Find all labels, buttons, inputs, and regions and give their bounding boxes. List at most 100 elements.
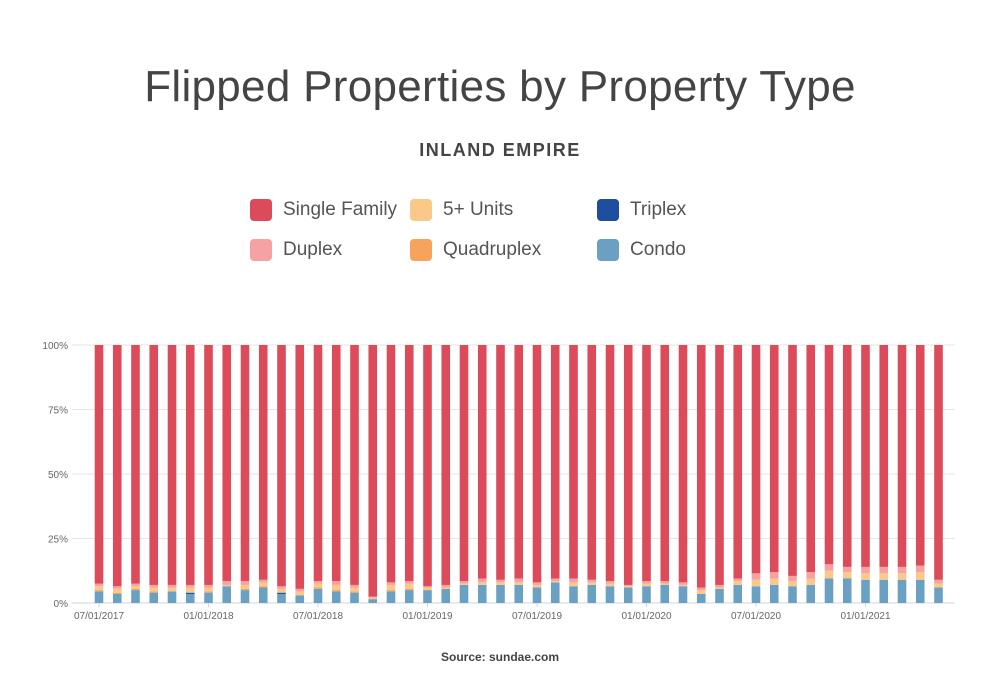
- bar-segment: [167, 584, 177, 588]
- bar-segment: [861, 579, 870, 603]
- bar-segment: [331, 584, 341, 591]
- bar-segment: [112, 592, 122, 594]
- bar-segment: [769, 584, 779, 603]
- bar-segment: [277, 593, 286, 603]
- bar-segment: [842, 345, 852, 567]
- bar-segment: [313, 345, 323, 582]
- legend-item-condo[interactable]: Condo: [597, 239, 686, 261]
- bar-segment: [587, 345, 597, 580]
- bar-segment: [824, 564, 834, 571]
- bar-segment: [587, 584, 597, 603]
- bar-segment: [459, 583, 469, 585]
- bar-segment: [167, 591, 177, 603]
- bar-segment: [806, 572, 816, 579]
- bar-segment: [897, 566, 907, 574]
- bar-segment: [861, 566, 870, 574]
- bar-segment: [696, 345, 706, 588]
- bar-segment: [295, 588, 305, 592]
- bar-segment: [715, 345, 724, 585]
- bar-segment: [751, 579, 761, 587]
- bar-segment: [824, 578, 834, 603]
- bar-segment: [788, 575, 797, 582]
- bar-segment: [112, 345, 122, 587]
- y-tick-label: 25%: [48, 535, 68, 546]
- bar-segment: [131, 590, 140, 603]
- bar-segment: [733, 584, 743, 603]
- y-tick-label: 100%: [42, 341, 68, 352]
- bar-segment: [496, 345, 505, 580]
- bar-segment: [222, 586, 232, 603]
- bar-segment: [149, 591, 159, 593]
- bar-segment: [678, 584, 688, 587]
- bar-segment: [934, 583, 943, 588]
- bar-segment: [861, 573, 870, 580]
- bar-segment: [477, 578, 487, 583]
- bar-segment: [915, 565, 925, 573]
- bar-segment: [222, 345, 232, 582]
- bar-segment: [605, 583, 615, 587]
- bar-segment: [660, 584, 670, 603]
- legend-item-triplex[interactable]: Triplex: [597, 199, 686, 221]
- bar-segment: [569, 582, 578, 587]
- bar-segment: [569, 586, 578, 603]
- bar-segment: [258, 345, 268, 580]
- bar-segment: [879, 573, 889, 580]
- bar-segment: [167, 345, 177, 585]
- bar-segment: [496, 584, 505, 603]
- bar-segment: [751, 345, 761, 574]
- bar-segment: [915, 345, 925, 566]
- chart-title: Flipped Properties by Property Type: [144, 62, 856, 111]
- bar-segment: [404, 588, 414, 591]
- legend-item-single-family[interactable]: Single Family: [250, 199, 397, 221]
- bar-segment: [222, 581, 232, 585]
- legend-item-5-units[interactable]: 5+ Units: [410, 199, 513, 221]
- bar-segment: [477, 582, 487, 585]
- bar-segment: [550, 582, 560, 603]
- bar-segment: [769, 572, 779, 579]
- bar-segment: [331, 591, 341, 603]
- bar-segment: [477, 345, 487, 579]
- bar-segment: [404, 345, 414, 582]
- bar-segment: [149, 345, 159, 585]
- chart-subtitle: INLAND EMPIRE: [419, 140, 581, 160]
- bar-segment: [514, 345, 524, 579]
- bar-segment: [879, 579, 889, 603]
- bar-segment: [204, 584, 213, 588]
- bar-segment: [642, 581, 651, 584]
- bar-segment: [368, 599, 378, 603]
- bar-segment: [350, 584, 359, 588]
- bar-segment: [569, 578, 578, 583]
- bar-segment: [386, 345, 396, 583]
- bar-segment: [423, 587, 432, 591]
- bar-segment: [733, 581, 743, 585]
- bar-segment: [277, 588, 286, 593]
- bar-segment: [623, 345, 633, 585]
- bar-segment: [204, 591, 213, 593]
- bar-segment: [240, 584, 250, 589]
- bar-segment: [806, 584, 816, 603]
- bar-segment: [605, 586, 615, 603]
- bar-segment: [897, 579, 907, 603]
- legend-label: Quadruplex: [443, 239, 542, 260]
- bar-segment: [733, 345, 743, 579]
- bar-segment: [678, 582, 688, 585]
- bar-segment: [459, 584, 469, 603]
- bar-segment: [806, 578, 816, 585]
- bar-segment: [350, 587, 359, 592]
- legend-label: Condo: [630, 239, 686, 260]
- bar-segment: [331, 581, 341, 585]
- bar-segment: [386, 590, 396, 592]
- legend-item-duplex[interactable]: Duplex: [250, 239, 342, 261]
- bar-segment: [258, 582, 268, 587]
- bar-segment: [751, 586, 761, 603]
- bar-segment: [350, 591, 359, 593]
- legend-swatch: [410, 239, 432, 261]
- bar-segment: [660, 345, 670, 582]
- legend-label: Duplex: [283, 239, 343, 260]
- bar-segment: [94, 583, 104, 587]
- legend-item-quadruplex[interactable]: Quadruplex: [410, 239, 541, 261]
- bar-segment: [897, 345, 907, 567]
- bar-segment: [532, 584, 542, 588]
- x-tick-label: 07/01/2019: [512, 611, 562, 622]
- x-tick-label: 01/01/2019: [402, 611, 452, 622]
